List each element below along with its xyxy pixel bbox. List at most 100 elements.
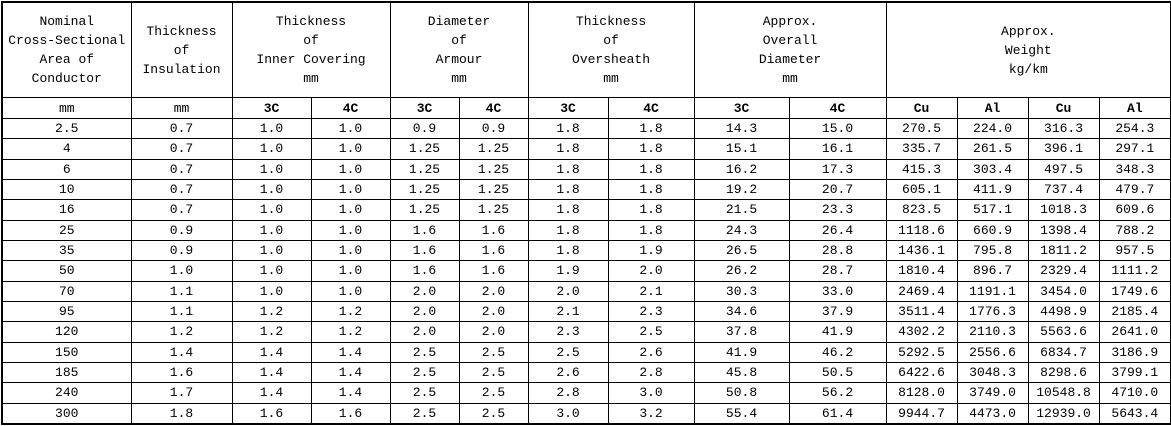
subheader-armour-4c: 4C xyxy=(458,97,529,119)
cell-oversheath-thickness-3c: 1.8 xyxy=(527,117,609,140)
cell-weight-al-4c: 1111.2 xyxy=(1098,260,1171,282)
cell-weight-al-4c: 297.1 xyxy=(1098,138,1171,160)
cell-armour-diameter-3c: 2.5 xyxy=(389,402,460,425)
cell-weight-cu-3c: 3511.4 xyxy=(885,300,958,323)
cell-weight-al-4c: 2641.0 xyxy=(1098,321,1171,343)
cell-weight-al-4c: 479.7 xyxy=(1098,178,1171,201)
cell-weight-cu-3c: 823.5 xyxy=(885,199,958,221)
cell-oversheath-thickness-3c: 2.8 xyxy=(527,382,609,404)
cell-armour-diameter-4c: 1.25 xyxy=(458,199,529,221)
cell-oversheath-thickness-4c: 1.8 xyxy=(607,178,695,201)
cell-nominal-area: 25 xyxy=(1,219,132,241)
cell-inner-covering-4c: 1.0 xyxy=(310,260,391,282)
cell-nominal-area: 150 xyxy=(1,341,132,363)
cell-inner-covering-3c: 1.0 xyxy=(231,178,312,201)
subheader-oversheath-4c: 4C xyxy=(607,97,695,119)
cell-insulation-thickness: 1.8 xyxy=(130,402,233,425)
header-overall-diameter: Approx. Overall Diameter mm xyxy=(693,1,887,98)
cell-weight-cu-3c: 1118.6 xyxy=(885,219,958,241)
cell-armour-diameter-3c: 1.25 xyxy=(389,158,460,180)
table-body: 2.5 0.7 1.0 1.0 0.9 0.9 1.8 1.8 14.3 15.0 270.5 224… xyxy=(1,117,1171,425)
cell-inner-covering-4c: 1.0 xyxy=(310,138,391,160)
cell-insulation-thickness: 0.7 xyxy=(130,158,233,180)
cell-oversheath-thickness-4c: 2.1 xyxy=(607,280,695,302)
cell-armour-diameter-4c: 1.25 xyxy=(458,138,529,160)
cell-weight-cu-3c: 335.7 xyxy=(885,138,958,160)
cell-oversheath-thickness-3c: 2.5 xyxy=(527,341,609,363)
header-armour-diameter: Diameter of Armour mm xyxy=(389,1,529,98)
cell-weight-al-3c: 224.0 xyxy=(956,117,1029,140)
cell-armour-diameter-4c: 1.25 xyxy=(458,158,529,180)
subheader-overall-diameter-3c: 3C xyxy=(693,97,790,119)
cell-weight-al-3c: 2110.3 xyxy=(956,321,1029,343)
cell-weight-cu-3c: 270.5 xyxy=(885,117,958,140)
cell-weight-al-4c: 4710.0 xyxy=(1098,382,1171,404)
cell-nominal-area: 16 xyxy=(1,199,132,221)
cell-oversheath-thickness-4c: 2.8 xyxy=(607,361,695,384)
cell-oversheath-thickness-3c: 2.0 xyxy=(527,280,609,302)
cell-insulation-thickness: 1.0 xyxy=(130,260,233,282)
cell-overall-diameter-3c: 55.4 xyxy=(693,402,790,425)
cell-armour-diameter-4c: 2.5 xyxy=(458,341,529,363)
cell-inner-covering-4c: 1.0 xyxy=(310,158,391,180)
subheader-oversheath-3c: 3C xyxy=(527,97,609,119)
cell-oversheath-thickness-4c: 2.6 xyxy=(607,341,695,363)
header-oversheath-thickness: Thickness of Oversheath mm xyxy=(527,1,695,98)
cell-weight-cu-4c: 1811.2 xyxy=(1027,239,1100,262)
cell-inner-covering-3c: 1.4 xyxy=(231,382,312,404)
cell-nominal-area: 70 xyxy=(1,280,132,302)
table-row: 10 0.7 1.0 1.0 1.25 1.25 1.8 1.8 19.2 20.7 605.1 41… xyxy=(1,178,1171,201)
cell-armour-diameter-3c: 2.0 xyxy=(389,280,460,302)
cell-oversheath-thickness-3c: 1.8 xyxy=(527,178,609,201)
cell-inner-covering-4c: 1.0 xyxy=(310,239,391,262)
cell-armour-diameter-3c: 2.5 xyxy=(389,361,460,384)
cell-weight-al-4c: 5643.4 xyxy=(1098,402,1171,425)
cell-overall-diameter-3c: 30.3 xyxy=(693,280,790,302)
cell-oversheath-thickness-4c: 1.8 xyxy=(607,199,695,221)
cell-weight-cu-3c: 9944.7 xyxy=(885,402,958,425)
cell-inner-covering-3c: 1.0 xyxy=(231,280,312,302)
cell-inner-covering-4c: 1.6 xyxy=(310,402,391,425)
cell-overall-diameter-4c: 46.2 xyxy=(788,341,887,363)
cell-armour-diameter-4c: 2.5 xyxy=(458,402,529,425)
cell-weight-cu-4c: 8298.6 xyxy=(1027,361,1100,384)
cell-overall-diameter-4c: 15.0 xyxy=(788,117,887,140)
cell-overall-diameter-4c: 20.7 xyxy=(788,178,887,201)
cell-inner-covering-4c: 1.2 xyxy=(310,321,391,343)
subheader-weight-cu-4c: Cu xyxy=(1027,97,1100,119)
cell-oversheath-thickness-4c: 3.0 xyxy=(607,382,695,404)
cell-overall-diameter-3c: 19.2 xyxy=(693,178,790,201)
cell-inner-covering-4c: 1.4 xyxy=(310,361,391,384)
cell-armour-diameter-3c: 1.6 xyxy=(389,260,460,282)
cell-overall-diameter-4c: 56.2 xyxy=(788,382,887,404)
cell-inner-covering-4c: 1.0 xyxy=(310,178,391,201)
header-group-row: Nominal Cross-Sectional Area of Conducto… xyxy=(1,1,1171,98)
cell-weight-cu-4c: 497.5 xyxy=(1027,158,1100,180)
cell-weight-al-4c: 348.3 xyxy=(1098,158,1171,180)
cell-weight-cu-3c: 415.3 xyxy=(885,158,958,180)
subheader-inner-covering-4c: 4C xyxy=(310,97,391,119)
cell-overall-diameter-3c: 24.3 xyxy=(693,219,790,241)
table-header: Nominal Cross-Sectional Area of Conducto… xyxy=(1,1,1171,119)
cell-weight-al-4c: 254.3 xyxy=(1098,117,1171,140)
cell-inner-covering-4c: 1.4 xyxy=(310,382,391,404)
cell-weight-cu-4c: 10548.8 xyxy=(1027,382,1100,404)
cell-oversheath-thickness-3c: 1.8 xyxy=(527,138,609,160)
cell-inner-covering-3c: 1.2 xyxy=(231,321,312,343)
table-row: 95 1.1 1.2 1.2 2.0 2.0 2.1 2.3 34.6 37.9 3511.4 177… xyxy=(1,300,1171,323)
table-row: 2.5 0.7 1.0 1.0 0.9 0.9 1.8 1.8 14.3 15.0 270.5 224… xyxy=(1,117,1171,140)
cell-weight-cu-4c: 396.1 xyxy=(1027,138,1100,160)
cell-weight-cu-4c: 5563.6 xyxy=(1027,321,1100,343)
cell-overall-diameter-4c: 23.3 xyxy=(788,199,887,221)
cell-weight-al-3c: 795.8 xyxy=(956,239,1029,262)
subheader-weight-al-3c: Al xyxy=(956,97,1029,119)
cell-overall-diameter-3c: 41.9 xyxy=(693,341,790,363)
table-row: 240 1.7 1.4 1.4 2.5 2.5 2.8 3.0 50.8 56.2 8128.0 37… xyxy=(1,382,1171,404)
cell-oversheath-thickness-3c: 2.3 xyxy=(527,321,609,343)
cell-weight-cu-4c: 737.4 xyxy=(1027,178,1100,201)
cell-overall-diameter-3c: 14.3 xyxy=(693,117,790,140)
table-row: 35 0.9 1.0 1.0 1.6 1.6 1.8 1.9 26.5 28.8 1436.1 795… xyxy=(1,239,1171,262)
cell-insulation-thickness: 1.6 xyxy=(130,361,233,384)
cell-weight-cu-4c: 6834.7 xyxy=(1027,341,1100,363)
cell-armour-diameter-4c: 2.0 xyxy=(458,280,529,302)
